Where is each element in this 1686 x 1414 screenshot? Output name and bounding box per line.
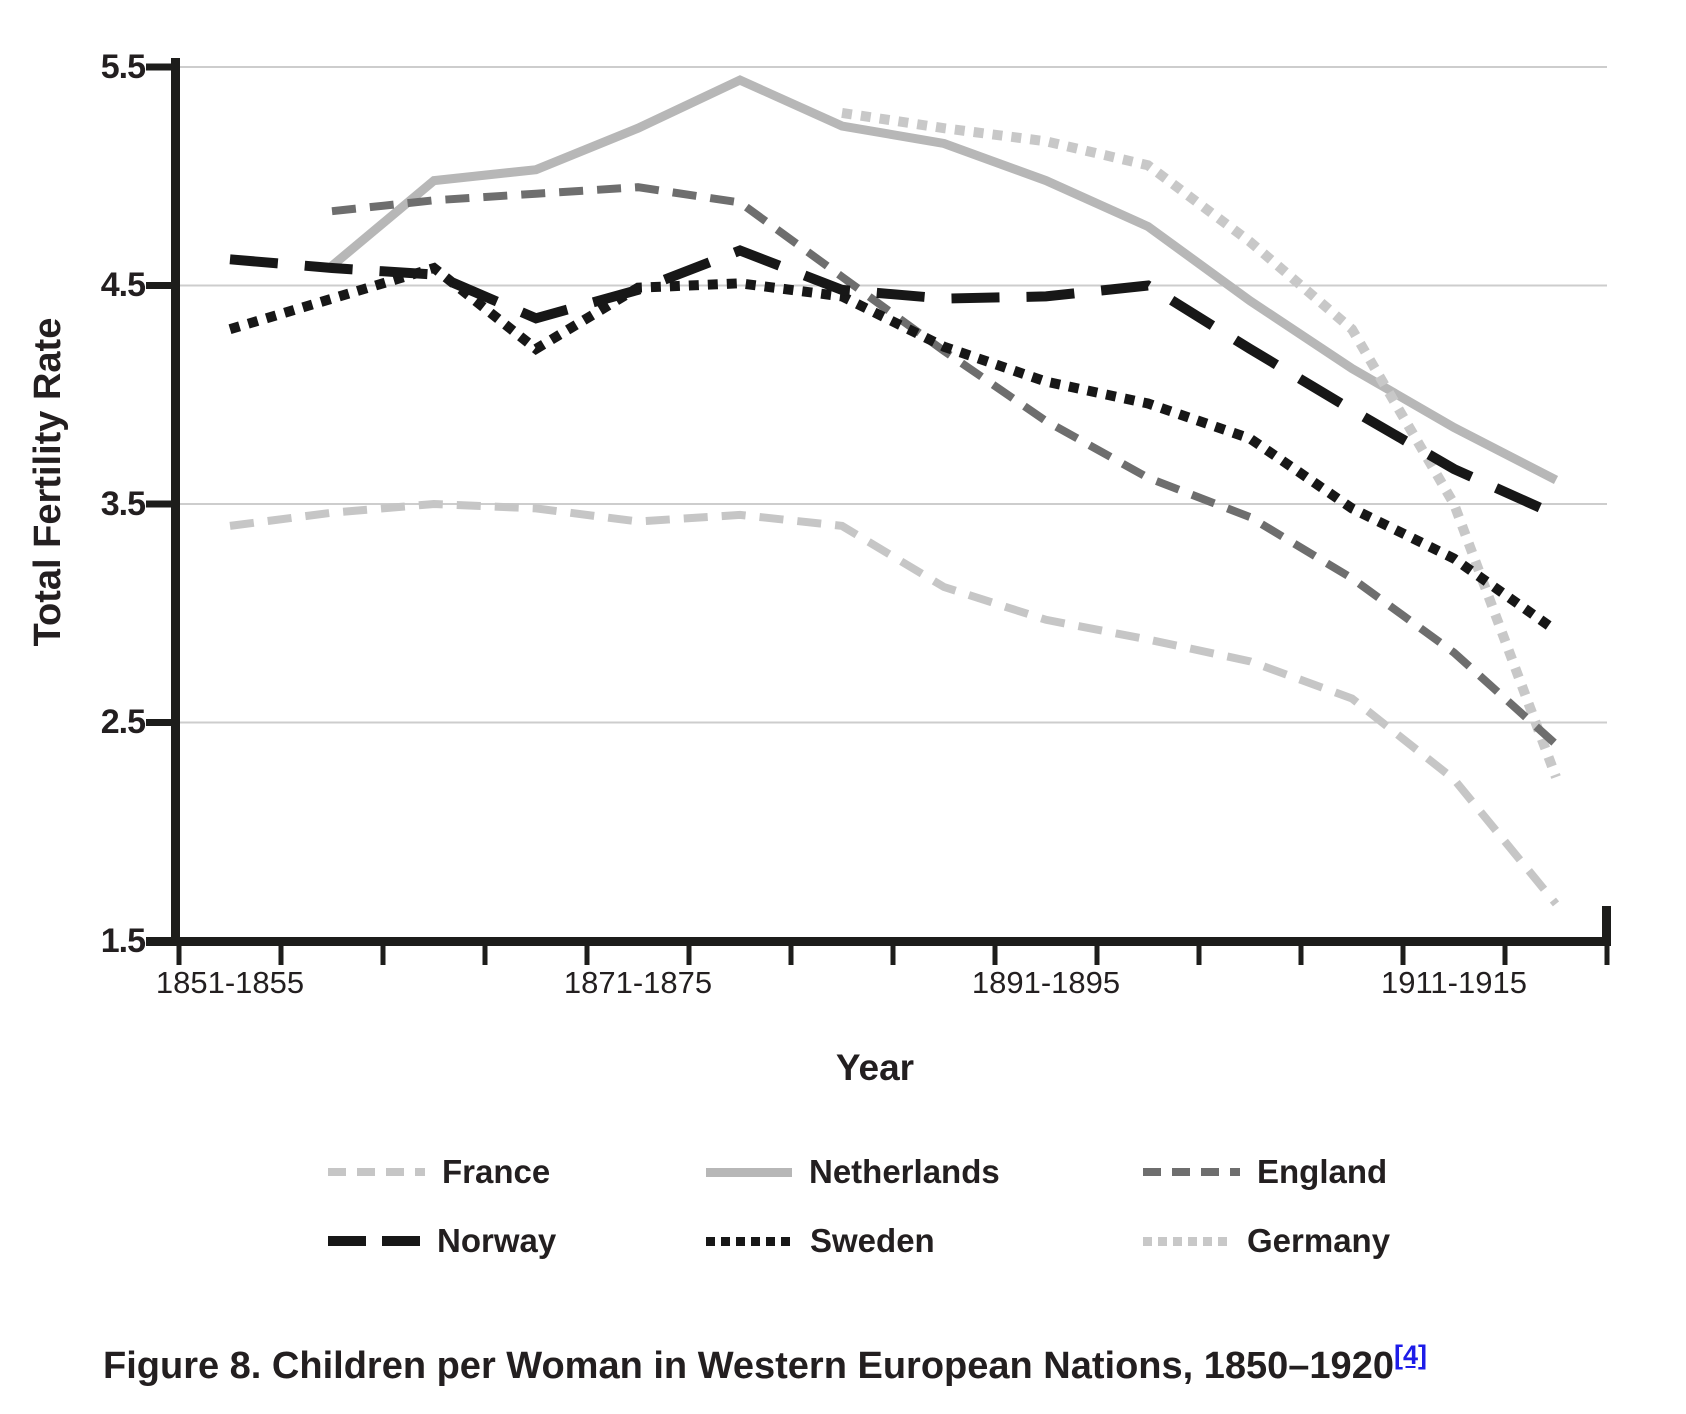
netherlands-line-swatch [706, 1167, 792, 1177]
x-tick-label-1871-1875: 1871-1875 [563, 965, 713, 1000]
england-line-swatch [1143, 1168, 1240, 1176]
legend-label-norway: Norway [437, 1222, 557, 1259]
legend-label-netherlands: Netherlands [809, 1153, 1000, 1190]
legend-label-england: England [1257, 1153, 1388, 1190]
legend-item-norway: Norway [328, 1219, 556, 1263]
legend-item-netherlands: Netherlands [706, 1150, 1000, 1194]
france-line-swatch [328, 1168, 425, 1176]
y-axis-title: Total Fertility Rate [27, 317, 69, 647]
sweden-line-swatch [706, 1236, 793, 1246]
y-tick-label-1-5: 1.5 [100, 922, 146, 960]
norway-line-swatch [328, 1236, 420, 1246]
x-tick-label-1851-1855: 1851-1855 [155, 965, 305, 1000]
x-axis-title: Year [835, 1047, 915, 1088]
legend-label-sweden: Sweden [810, 1222, 935, 1259]
legend-label-germany: Germany [1247, 1222, 1391, 1259]
y-tick-label-2-5: 2.5 [100, 703, 146, 741]
y-tick-label-5-5: 5.5 [100, 48, 146, 86]
germany-line-swatch [1143, 1236, 1230, 1246]
x-tick-label-1891-1895: 1891-1895 [971, 965, 1121, 1000]
y-tick-label-3-5: 3.5 [100, 485, 146, 523]
legend-item-france: France [328, 1150, 550, 1194]
legend-item-sweden: Sweden [706, 1219, 935, 1263]
legend-label-france: France [442, 1153, 551, 1190]
legend-item-germany: Germany [1143, 1219, 1390, 1263]
legend-item-england: England [1143, 1150, 1387, 1194]
figure-caption-text: Figure 8. Children per Woman in Western … [103, 1345, 1394, 1387]
x-tick-label-1911-1915: 1911-1915 [1381, 965, 1527, 1000]
figure-caption: Figure 8. Children per Woman in Western … [103, 1340, 1427, 1388]
citation-link[interactable]: [4] [1393, 1340, 1427, 1370]
y-tick-label-4-5: 4.5 [100, 266, 146, 304]
